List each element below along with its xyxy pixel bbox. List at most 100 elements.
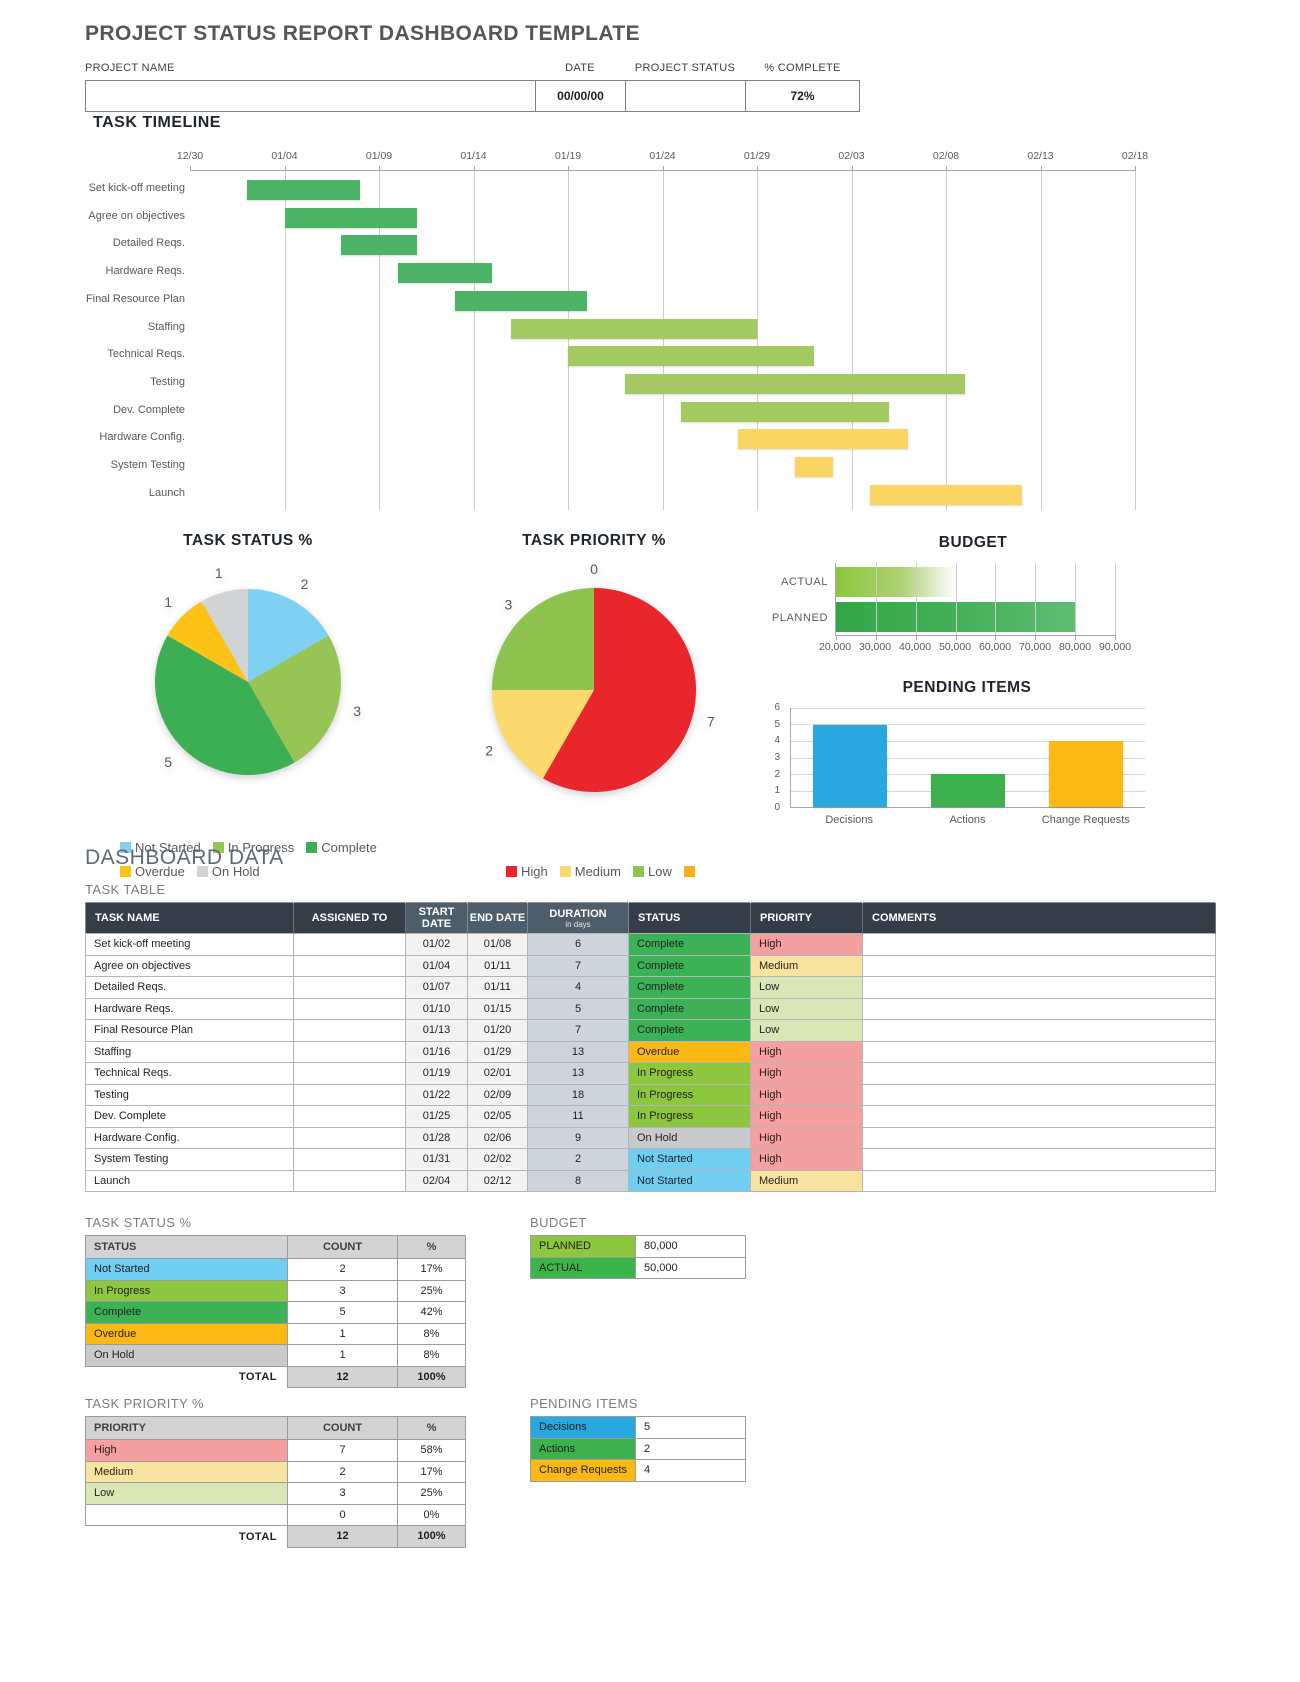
kv-row-change-requests: Change Requests 4 — [530, 1459, 746, 1482]
project-status-field[interactable] — [625, 80, 746, 112]
summary-count-cell: 3 — [287, 1279, 398, 1302]
budget-gridline — [955, 563, 957, 635]
gantt-axis-tick-label: 02/08 — [932, 150, 960, 162]
gantt-bar-final-resource-plan — [454, 290, 587, 311]
status-cell: On Hold — [628, 1126, 751, 1149]
gantt-bar-testing — [624, 373, 965, 394]
gantt-tickmark — [1040, 166, 1042, 171]
budget-summary-table: PLANNED 80,000 ACTUAL 50,000 — [530, 1235, 746, 1279]
start-date-cell: 01/31 — [405, 1148, 468, 1171]
project-status-label: PROJECT STATUS — [634, 62, 736, 74]
gantt-axis-tick-label: 01/09 — [365, 150, 393, 162]
gantt-tickmark — [662, 166, 664, 171]
gantt-axis-tick-label: 01/19 — [554, 150, 582, 162]
task-status-chart-title: TASK STATUS % — [183, 532, 313, 549]
column-header-status: STATUS — [628, 902, 751, 934]
gantt-task-label-dev-complete: Dev. Complete — [113, 403, 185, 416]
gantt-task-labels: Set kick-off meeting Agree on objectives D… — [40, 170, 185, 510]
priority-col-header: PRIORITY — [85, 1416, 288, 1440]
task-priority-chart-title: TASK PRIORITY % — [522, 532, 666, 549]
status-cell: Complete — [628, 976, 751, 999]
budget-x-tickmark — [836, 635, 837, 640]
gantt-tickmark — [568, 166, 569, 171]
legend-item-not-started: Not Started — [120, 840, 201, 855]
gantt-tickmark — [757, 166, 758, 171]
priority-cell: High — [750, 1126, 863, 1149]
start-date-cell: 01/16 — [405, 1040, 468, 1063]
budget-actual-bar — [836, 567, 956, 597]
assigned-to-cell — [293, 1040, 406, 1063]
project-name-field[interactable] — [85, 80, 536, 112]
date-field[interactable]: 00/00/00 — [535, 80, 626, 112]
duration-cell: 11 — [527, 1105, 629, 1128]
summary-label-cell: In Progress — [85, 1279, 288, 1302]
comments-cell — [862, 1105, 1216, 1128]
summary-pct-cell: 25% — [397, 1482, 466, 1505]
pie-value-label: 7 — [707, 713, 715, 729]
legend-label: Medium — [574, 864, 621, 879]
column-header-priority: PRIORITY — [750, 902, 863, 934]
status-total-count: 12 — [287, 1365, 398, 1388]
task-priority-legend: High Medium Low — [506, 864, 699, 879]
percent-complete-field[interactable]: 72% — [745, 80, 860, 112]
gantt-bar-hardware-reqs — [397, 263, 493, 284]
budget-actual-label: ACTUAL — [781, 576, 828, 588]
end-date-cell: 01/15 — [467, 997, 528, 1020]
gantt-task-label-testing: Testing — [150, 375, 185, 388]
budget-x-tick-label: 30,000 — [858, 641, 892, 653]
gantt-task-label-technical-reqs: Technical Reqs. — [107, 348, 185, 361]
gantt-task-label-detailed-reqs: Detailed Reqs. — [112, 237, 185, 250]
status-cell: In Progress — [628, 1083, 751, 1106]
budget-chart-title: BUDGET — [938, 534, 1008, 551]
legend-label: In Progress — [227, 840, 295, 855]
status-cell: Overdue — [628, 1040, 751, 1063]
summary-label-cell: Overdue — [85, 1322, 288, 1345]
priority-cell: High — [750, 1062, 863, 1085]
task-status-legend: Not Started In Progress Complete — [120, 840, 377, 855]
status-cell: In Progress — [628, 1062, 751, 1085]
pie-value-label: 1 — [215, 565, 223, 581]
gantt-axis-tick-label: 01/04 — [271, 150, 298, 162]
end-date-cell: 01/11 — [467, 976, 528, 999]
gantt-task-label-final-resource-plan: Final Resource Plan — [85, 292, 185, 305]
assigned-to-cell — [293, 1126, 406, 1149]
comments-cell — [862, 1040, 1216, 1063]
end-date-cell: 02/05 — [467, 1105, 528, 1128]
legend-label: Overdue — [135, 864, 185, 879]
gantt-gridline — [662, 171, 664, 510]
summary-label-cell: On Hold — [85, 1344, 288, 1367]
priority-total-row: TOTAL 12 100% — [86, 1525, 466, 1548]
legend-swatch-icon — [196, 866, 208, 877]
legend-swatch-icon — [306, 842, 318, 853]
assigned-to-cell — [293, 1083, 406, 1106]
budget-x-tickmark — [955, 635, 957, 640]
pending-y-tick-label: 1 — [774, 785, 780, 797]
summary-row-on-hold: On Hold 1 8% — [85, 1344, 466, 1367]
kv-row-actions: Actions 2 — [530, 1437, 746, 1460]
summary-count-cell: 0 — [287, 1503, 398, 1526]
pie-slice-medium — [492, 690, 594, 779]
comments-cell — [862, 933, 1216, 956]
pie-value-label: 2 — [485, 743, 493, 759]
summary-row-medium: Medium 2 17% — [85, 1460, 466, 1483]
summary-row-high: High 7 58% — [85, 1439, 466, 1462]
end-date-cell: 02/01 — [467, 1062, 528, 1085]
summary-row-blank: 0 0% — [85, 1503, 466, 1526]
duration-header-text: DURATION — [549, 907, 607, 920]
gantt-tickmark — [1135, 166, 1136, 171]
gantt-bar-technical-reqs — [568, 346, 814, 367]
gantt-task-label-launch: Launch — [148, 486, 185, 499]
task-table-row-dev-complete: Dev. Complete 01/25 02/05 11 In Progress High — [85, 1105, 1216, 1128]
task-name-cell: Dev. Complete — [85, 1105, 294, 1128]
status-summary-table: STATUS COUNT % Not Started 2 17% In Progres… — [85, 1235, 466, 1388]
gantt-axis-tick-label: 01/24 — [649, 150, 676, 162]
status-table-header-row: STATUS COUNT % — [85, 1235, 466, 1259]
end-date-cell: 01/08 — [467, 933, 528, 956]
duration-cell: 7 — [527, 1019, 629, 1042]
duration-cell: 18 — [527, 1083, 629, 1106]
count-col-header: COUNT — [287, 1235, 398, 1259]
column-header-assigned-to: ASSIGNED TO — [293, 902, 406, 934]
status-cell: Complete — [628, 933, 751, 956]
gantt-task-label-staffing: Staffing — [147, 320, 185, 333]
pending-y-tick-label: 3 — [774, 752, 780, 763]
